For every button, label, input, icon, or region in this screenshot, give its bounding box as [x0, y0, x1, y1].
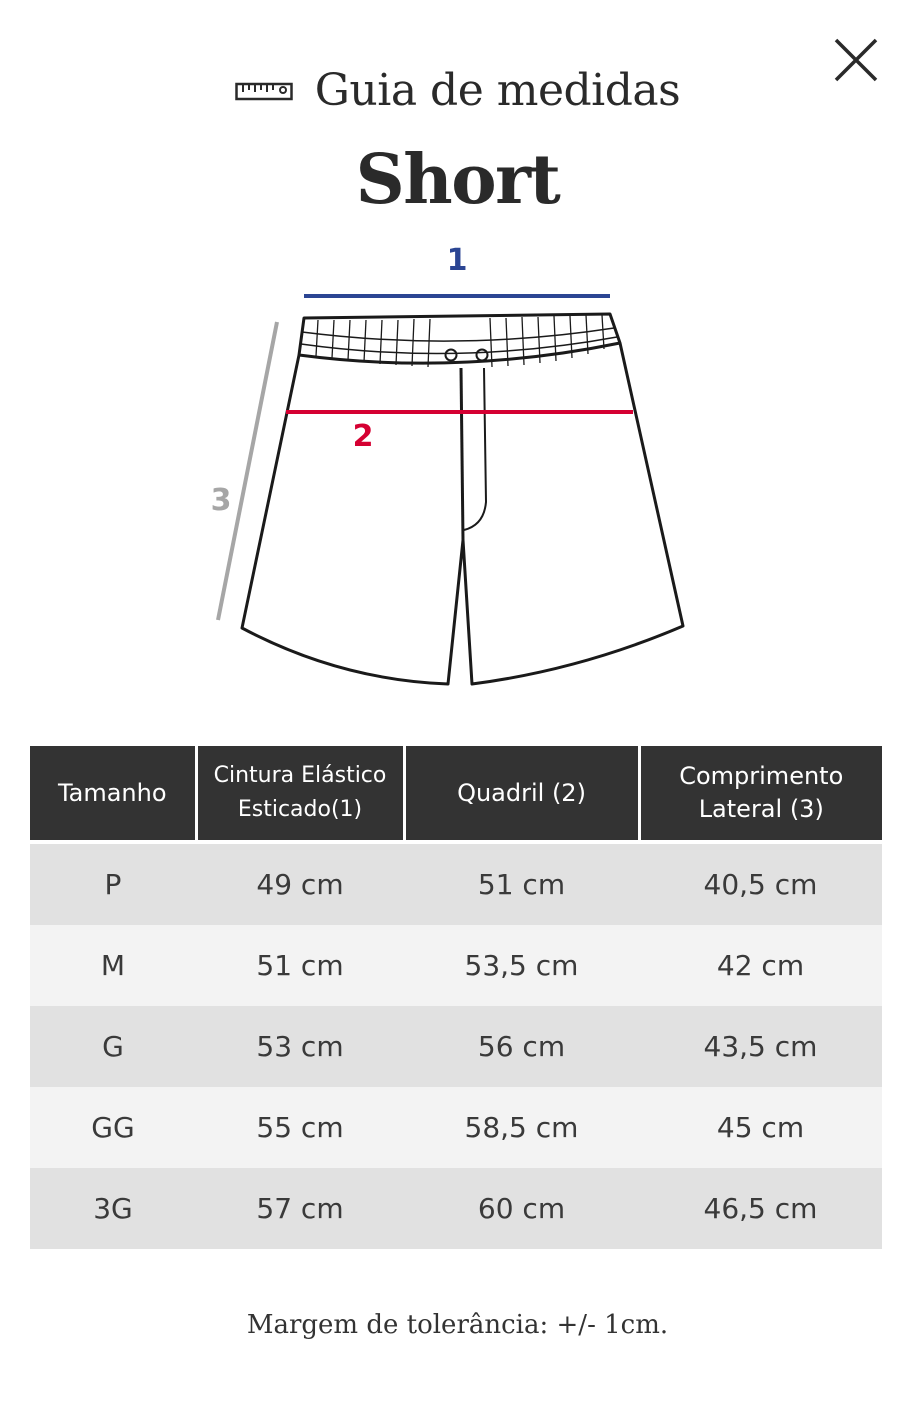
size-cell: 3G	[30, 1168, 196, 1249]
size-table: Tamanho Cintura Elástico Esticado(1) Qua…	[30, 746, 882, 1249]
waist-cell: 49 cm	[196, 842, 404, 925]
hip-cell: 58,5 cm	[404, 1087, 639, 1168]
waist-cell: 57 cm	[196, 1168, 404, 1249]
hip-cell: 56 cm	[404, 1006, 639, 1087]
close-icon	[834, 38, 878, 82]
table-row: 3G 57 cm 60 cm 46,5 cm	[30, 1168, 882, 1249]
size-cell: P	[30, 842, 196, 925]
guide-header: Guia de medidas	[0, 58, 915, 122]
hip-cell: 51 cm	[404, 842, 639, 925]
table-row: P 49 cm 51 cm 40,5 cm	[30, 842, 882, 925]
length-cell: 45 cm	[639, 1087, 882, 1168]
table-row: GG 55 cm 58,5 cm 45 cm	[30, 1087, 882, 1168]
waist-cell: 51 cm	[196, 925, 404, 1006]
waist-measure-label: 1	[447, 243, 468, 278]
shorts-measurement-diagram: 1 3	[211, 243, 685, 686]
size-cell: M	[30, 925, 196, 1006]
header-hip: Quadril (2)	[402, 746, 641, 844]
waist-cell: 55 cm	[196, 1087, 404, 1168]
header-waist: Cintura Elástico Esticado(1)	[194, 746, 406, 844]
length-measure-label: 3	[211, 483, 232, 518]
tolerance-note: Margem de tolerância: +/- 1cm.	[246, 1310, 669, 1340]
size-cell: G	[30, 1006, 196, 1087]
length-cell: 42 cm	[639, 925, 882, 1006]
size-cell: GG	[30, 1087, 196, 1168]
hip-cell: 53,5 cm	[404, 925, 639, 1006]
table-row: G 53 cm 56 cm 43,5 cm	[30, 1006, 882, 1087]
length-cell: 43,5 cm	[639, 1006, 882, 1087]
ruler-icon	[235, 82, 293, 101]
header-size: Tamanho	[30, 746, 198, 844]
hip-cell: 60 cm	[404, 1168, 639, 1249]
close-button[interactable]	[832, 36, 880, 84]
table-row: M 51 cm 53,5 cm 42 cm	[30, 925, 882, 1006]
length-cell: 46,5 cm	[639, 1168, 882, 1249]
waist-cell: 53 cm	[196, 1006, 404, 1087]
length-measure-line	[216, 321, 279, 621]
hip-measure-label: 2	[353, 419, 374, 454]
length-cell: 40,5 cm	[639, 842, 882, 925]
guide-title: Guia de medidas	[314, 64, 681, 116]
header-length: Comprimento Lateral (3)	[637, 746, 882, 844]
table-header-row: Tamanho Cintura Elástico Esticado(1) Qua…	[30, 746, 882, 844]
product-title: Short	[355, 140, 561, 220]
shorts-outline	[240, 312, 685, 686]
